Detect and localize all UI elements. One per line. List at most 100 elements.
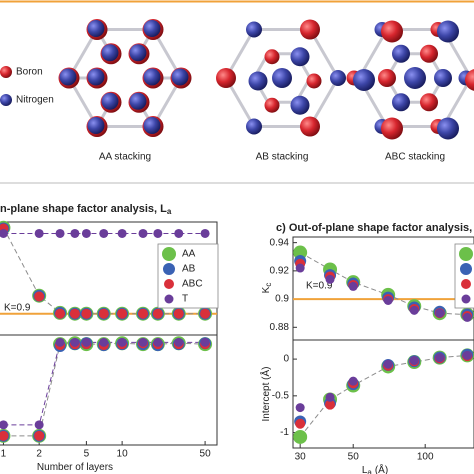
data-point [117, 308, 128, 319]
reference-label: K=0.9 [4, 303, 31, 314]
data-point [117, 228, 127, 238]
nitrogen-atom [392, 44, 410, 63]
data-point [70, 337, 80, 347]
y-tick-label: 0.88 [270, 322, 290, 333]
data-point [34, 291, 45, 302]
plot-frame [292, 339, 474, 449]
boron-atom [420, 44, 438, 63]
title-subscript: a [167, 207, 172, 216]
chart: n-plane shape factor analysis, La K=0.9 AA… [0, 203, 219, 336]
x-tick-label: 2 [36, 449, 42, 460]
x-tick-label: 30 [295, 452, 307, 463]
nitrogen-atom [246, 118, 262, 135]
legend-label: AA [182, 249, 196, 260]
data-point [99, 228, 109, 238]
chart: c) Out-of-plane shape factor analysis, L… [261, 222, 474, 341]
y-tick-label: 0.94 [270, 237, 290, 248]
chart: 1 2 5 10 50 Number of layers [0, 334, 218, 473]
legend-marker [0, 94, 12, 106]
data-point [348, 281, 358, 291]
data-point [34, 420, 44, 430]
nitrogen-atom [87, 68, 105, 86]
data-point [55, 308, 66, 319]
y-label-subscript: c [264, 283, 273, 287]
panel-label: AB stacking [256, 152, 309, 163]
x-tick-label: 5 [84, 449, 90, 460]
data-point [200, 228, 210, 238]
guide-line [3, 342, 206, 437]
boron-atom [264, 49, 280, 65]
boron-atom [465, 69, 474, 91]
nitrogen-atom [143, 68, 161, 86]
data-point [99, 337, 109, 347]
boron-atom [216, 68, 236, 88]
boron-atom [264, 97, 280, 113]
legend-marker [0, 66, 12, 78]
y-label-main: Intercept (Å) [259, 366, 272, 421]
data-point [435, 308, 445, 318]
legend-marker [460, 263, 472, 275]
boron-atom [420, 93, 438, 112]
data-point [34, 228, 44, 238]
data-point [325, 392, 335, 402]
x-axis-label: Number of layers [37, 462, 113, 473]
data-point [383, 359, 393, 369]
legend-marker [459, 247, 473, 261]
nitrogen-atom [129, 92, 147, 110]
nitrogen-atom [87, 116, 105, 134]
data-point [0, 430, 9, 441]
title-main: n-plane shape factor analysis, L [0, 203, 167, 215]
y-tick-label: 0.9 [275, 294, 289, 305]
y-tick-label: 0 [283, 354, 289, 365]
legend-marker [162, 247, 176, 261]
x-label-suffix: (Å) [375, 463, 388, 474]
data-point [81, 228, 91, 238]
data-point [34, 430, 45, 441]
data-point [295, 418, 306, 429]
nitrogen-atom [330, 70, 346, 86]
nitrogen-atom [143, 116, 161, 134]
data-point [174, 337, 184, 347]
chart-title: c) Out-of-plane shape factor analysis, L… [276, 222, 474, 235]
boron-atom [300, 116, 320, 137]
nitrogen-atom [129, 44, 147, 62]
data-point [295, 403, 305, 413]
data-point [409, 356, 419, 366]
data-point [462, 312, 472, 322]
data-point [81, 337, 91, 347]
data-point [138, 228, 148, 238]
boron-atom [306, 73, 322, 89]
legend-label: Boron [16, 67, 43, 78]
nitrogen-atom [437, 117, 459, 140]
data-point [138, 337, 148, 347]
data-point [409, 305, 419, 315]
reference-label: K=0.9 [306, 281, 333, 292]
nitrogen-atom [171, 68, 189, 86]
nitrogen-atom [101, 44, 119, 62]
data-point [325, 274, 335, 284]
nitrogen-atom [246, 21, 262, 38]
boron-atom [378, 69, 396, 87]
legend-label: Nitrogen [16, 95, 54, 106]
data-point [81, 308, 92, 319]
guide-line [3, 341, 206, 426]
x-tick-label: 1 [1, 449, 7, 460]
y-label-main: K [261, 286, 272, 293]
nitrogen-atom [248, 71, 268, 91]
legend-label: ABC [182, 279, 203, 290]
data-point [200, 337, 210, 347]
boron-atom [381, 20, 403, 43]
data-point [153, 337, 163, 347]
data-point [55, 228, 65, 238]
y-axis-label: Kc [261, 283, 273, 294]
data-point [293, 429, 308, 444]
y-axis-label: Intercept (Å) [259, 366, 272, 421]
x-tick-label: 10 [117, 449, 129, 460]
title-main: c) Out-of-plane shape factor analysis, L [276, 222, 474, 234]
boron-atom [300, 19, 320, 40]
nitrogen-atom [290, 95, 310, 115]
data-point [69, 308, 80, 319]
x-tick-label: 50 [348, 452, 360, 463]
legend-label: AB [182, 264, 196, 275]
